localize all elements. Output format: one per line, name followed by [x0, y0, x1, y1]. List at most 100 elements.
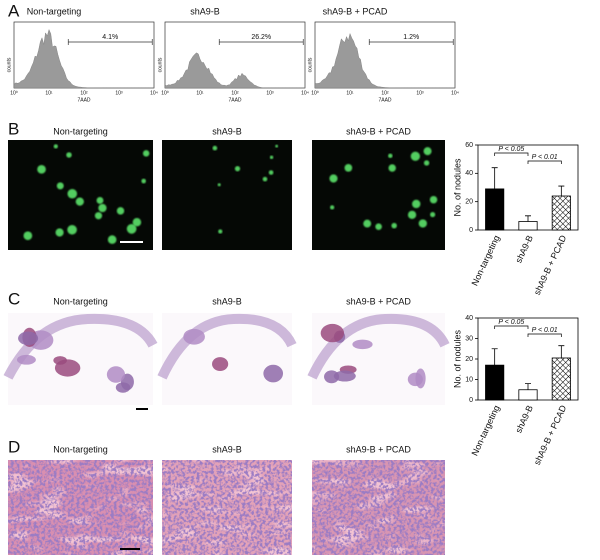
- nodule-spot: [329, 174, 338, 183]
- tissue-band: [307, 313, 450, 380]
- panel-title: Non-targeting: [27, 6, 82, 16]
- nodule: [263, 364, 284, 383]
- x-axis-label: 7AAD: [228, 97, 241, 103]
- nodule-spot: [344, 164, 353, 172]
- significance-label: P < 0.05: [498, 146, 524, 153]
- histogram-area: [164, 52, 305, 89]
- nodule-spot: [23, 231, 33, 241]
- y-axis-label: No. of nodules: [452, 158, 462, 217]
- panel-title: Non-targeting: [53, 444, 108, 454]
- panel-title: Non-targeting: [53, 296, 108, 306]
- nodule: [407, 372, 423, 387]
- x-tick-label: 10¹: [45, 90, 53, 96]
- x-tick-label: 10³: [115, 90, 123, 96]
- bar: [518, 389, 538, 401]
- x-tick-label: 10³: [266, 90, 274, 96]
- nodule-spot: [96, 197, 104, 204]
- panel-title: shA9-B + PCAD: [323, 6, 388, 16]
- x-tick-label: 10³: [416, 90, 424, 96]
- nodule-spot: [56, 182, 64, 190]
- gate-percent: 26.2%: [251, 34, 271, 41]
- nodule-spot: [418, 219, 427, 228]
- nodule-spot: [98, 203, 107, 213]
- x-tick-label: 10⁴: [150, 90, 158, 96]
- panel-title: shA9-B: [212, 444, 242, 454]
- significance-label: P < 0.05: [498, 319, 524, 326]
- bar: [551, 195, 571, 231]
- y-tick-label: 10: [465, 376, 473, 383]
- nodule: [212, 357, 229, 372]
- he-nuclei: [312, 460, 445, 555]
- y-tick-label: 60: [465, 142, 473, 149]
- panel-title: shA9-B: [190, 6, 220, 16]
- nodule-spot: [407, 210, 417, 219]
- x-tick-label: shA9-B: [513, 234, 535, 265]
- x-tick-label: 10¹: [346, 90, 354, 96]
- nodule-spot: [67, 188, 78, 199]
- gate-bracket: [368, 39, 454, 45]
- significance-bracket: [494, 325, 529, 329]
- histogram-area: [314, 32, 455, 89]
- nodule-spot: [66, 152, 72, 158]
- panel-title: Non-targeting: [53, 126, 108, 136]
- nodule-spot: [375, 223, 382, 230]
- bar: [551, 357, 571, 401]
- nodule-spot: [429, 195, 438, 204]
- panel-letter: D: [8, 437, 20, 456]
- nodule-spot: [388, 164, 396, 172]
- histogram-area: [13, 28, 154, 89]
- tissue-band: [3, 313, 158, 380]
- nodule-spot: [55, 228, 64, 237]
- x-tick-label: 10²: [381, 90, 389, 96]
- y-tick-label: 20: [465, 199, 473, 206]
- x-tick-label: 10⁰: [161, 90, 169, 96]
- significance-bracket: [527, 333, 562, 337]
- gate-bracket: [218, 39, 304, 45]
- nodule: [333, 370, 356, 382]
- nodule-spot: [75, 197, 84, 206]
- significance-bracket: [494, 152, 529, 156]
- y-axis-label: counts: [157, 57, 163, 72]
- y-tick-label: 20: [465, 356, 473, 363]
- nodule-spot: [126, 223, 137, 234]
- panel-title: shA9-B: [212, 126, 242, 136]
- nodule: [16, 354, 36, 365]
- x-tick-label: Non-targeting: [470, 234, 502, 288]
- nodule-spot: [132, 217, 142, 227]
- significance-label: P < 0.01: [532, 327, 558, 334]
- nodule-spot: [423, 160, 430, 166]
- y-axis-label: counts: [307, 57, 313, 72]
- nodule-spot: [275, 144, 279, 148]
- bar: [485, 364, 505, 401]
- nodule: [183, 328, 205, 345]
- nodule-spot: [423, 147, 432, 156]
- significance-label: P < 0.01: [532, 154, 558, 161]
- error-bar: [525, 215, 531, 222]
- x-tick-label: Non-targeting: [470, 404, 502, 458]
- significance-bracket: [527, 160, 562, 164]
- bar: [485, 188, 505, 231]
- nodule-spot: [212, 145, 218, 151]
- nodule-spot: [234, 166, 241, 172]
- panel-letter: C: [8, 289, 20, 308]
- x-tick-label: shA9-B + PCAD: [532, 233, 569, 296]
- he-nuclei: [162, 460, 292, 555]
- gate-percent: 4.1%: [102, 34, 118, 41]
- nodule-spot: [388, 153, 393, 159]
- panel-title: shA9-B + PCAD: [346, 444, 411, 454]
- x-tick-label: 10⁰: [311, 90, 319, 96]
- nodule-spot: [67, 224, 77, 235]
- nodule-spot: [363, 219, 372, 228]
- error-bar: [558, 345, 565, 358]
- error-bar: [525, 383, 531, 390]
- nodule-spot: [410, 151, 421, 161]
- nodule: [320, 323, 345, 343]
- nodule: [18, 331, 39, 346]
- panel-title: shA9-B: [212, 296, 242, 306]
- nodule-spot: [142, 150, 150, 157]
- x-tick-label: 10⁴: [301, 90, 309, 96]
- nodule-spot: [53, 144, 58, 149]
- y-tick-label: 40: [465, 315, 473, 322]
- gate-bracket: [67, 39, 153, 45]
